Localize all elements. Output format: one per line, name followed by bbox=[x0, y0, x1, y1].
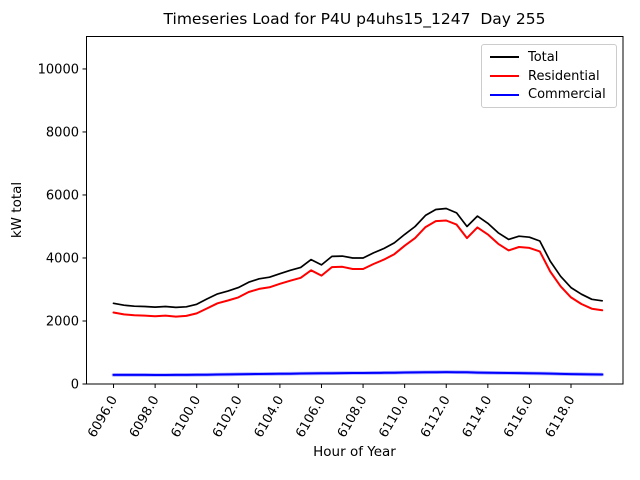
legend: Total Residential Commercial bbox=[481, 44, 617, 108]
legend-label-residential: Residential bbox=[528, 68, 600, 84]
y-tick-label: 10000 bbox=[38, 62, 79, 77]
legend-entry-residential: Residential bbox=[490, 67, 608, 86]
legend-label-total: Total bbox=[528, 49, 559, 65]
total-line-swatch bbox=[490, 56, 519, 59]
x-tick-label: 6102.0 bbox=[210, 394, 246, 441]
residential-series-line bbox=[112, 219, 604, 318]
y-axis-label: kW total bbox=[9, 181, 25, 239]
total-series-line bbox=[112, 207, 604, 309]
x-tick-label: 6104.0 bbox=[252, 394, 288, 441]
x-tick-label: 6116.0 bbox=[501, 394, 537, 441]
y-tick-label: 2000 bbox=[46, 314, 79, 329]
y-tick-label: 4000 bbox=[46, 251, 79, 266]
commercial-line-swatch bbox=[490, 93, 519, 96]
chart-title: Timeseries Load for P4U p4uhs15_1247 Day… bbox=[163, 10, 546, 28]
series-lines bbox=[111, 207, 605, 377]
legend-entry-commercial: Commercial bbox=[490, 85, 608, 104]
y-tick-label: 8000 bbox=[46, 125, 79, 140]
axes-frame bbox=[86, 36, 624, 385]
x-tick-label: 6118.0 bbox=[543, 394, 579, 441]
legend-label-commercial: Commercial bbox=[528, 87, 606, 103]
legend-entry-total: Total bbox=[490, 48, 608, 67]
x-tick-label: 6098.0 bbox=[127, 394, 163, 441]
y-tick-label: 0 bbox=[71, 378, 79, 393]
x-tick-label: 6100.0 bbox=[168, 394, 204, 441]
x-tick-label: 6108.0 bbox=[335, 394, 371, 441]
x-tick-label: 6096.0 bbox=[85, 394, 121, 441]
residential-line-swatch bbox=[490, 75, 519, 77]
x-tick-label: 6114.0 bbox=[460, 394, 496, 441]
x-tick-label: 6112.0 bbox=[418, 394, 454, 441]
commercial-series-line bbox=[112, 371, 604, 376]
x-tick-label: 6106.0 bbox=[293, 394, 329, 441]
x-axis-label: Hour of Year bbox=[313, 444, 396, 460]
x-tick-label: 6110.0 bbox=[376, 394, 412, 441]
y-tick-label: 6000 bbox=[46, 188, 79, 203]
